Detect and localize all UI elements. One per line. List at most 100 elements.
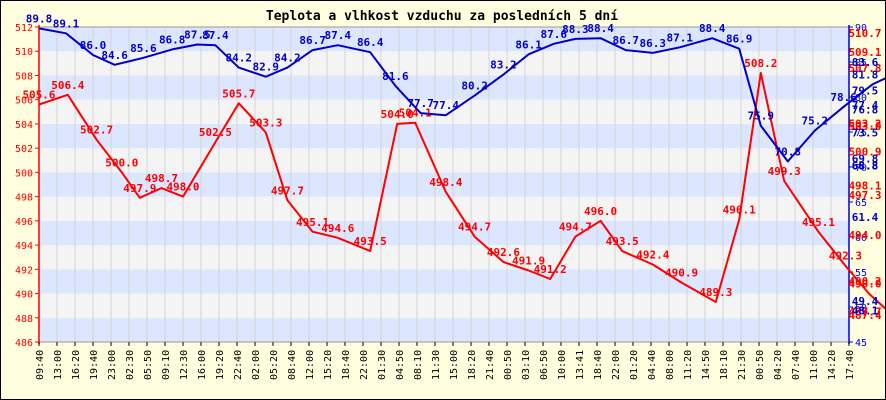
x-tick-label: 21:40	[485, 350, 496, 380]
data-label-right: 80.2	[461, 80, 488, 93]
x-tick-label: 09:40	[35, 350, 46, 380]
left-tick-label: 508	[15, 71, 33, 82]
x-tick-label: 01:20	[629, 350, 640, 380]
x-tick-label: 16:00	[197, 350, 208, 380]
x-tick-label: 00:50	[755, 350, 766, 380]
series-line-left	[38, 72, 885, 310]
grid-band	[39, 148, 849, 173]
data-label-left: 490.0	[848, 278, 881, 291]
data-label-right: 84.6	[101, 49, 128, 62]
data-label-left: 490.2	[848, 275, 881, 288]
data-label-left: 507.8	[848, 62, 881, 75]
x-tick-label: 18:10	[719, 350, 730, 380]
x-tick-label: 12:30	[179, 350, 190, 380]
x-tick-label: 13:41	[575, 350, 586, 380]
data-label-left: 497.3	[848, 189, 881, 202]
right-tick-label: 65	[855, 198, 867, 209]
data-label-right: 76.8	[852, 103, 879, 116]
data-label-left: 491.2	[534, 263, 567, 276]
data-label-right: 77.4	[433, 99, 460, 112]
data-label-left: 487.4	[848, 309, 881, 322]
data-label-left: 492.4	[636, 248, 669, 261]
data-label-right: 87.6	[541, 28, 568, 41]
data-label-left: 503.0	[848, 120, 881, 133]
x-tick-label: 00:50	[503, 350, 514, 380]
left-tick-label: 492	[15, 265, 33, 276]
data-label-left: 498.1	[848, 179, 881, 192]
x-tick-label: 16:20	[71, 350, 82, 380]
data-label-left: 487.7	[848, 305, 881, 318]
data-label-right: 78.6	[830, 91, 857, 104]
data-label-right: 81.8	[852, 68, 879, 81]
data-label-right: 68.8	[852, 159, 879, 172]
right-tick-label: 90	[855, 23, 867, 34]
left-tick-label: 506	[15, 96, 33, 107]
right-tick-label: 55	[855, 268, 867, 279]
data-label-left: 496.1	[723, 204, 756, 217]
data-label-left: 489.3	[699, 286, 732, 299]
data-label-left: 494.7	[458, 221, 491, 234]
data-label-left: 492.6	[487, 246, 520, 259]
data-label-left: 503.3	[249, 116, 282, 129]
data-label-right: 70.8	[775, 145, 802, 158]
x-tick-label: 11:00	[809, 350, 820, 380]
x-tick-label: 11:20	[683, 350, 694, 380]
left-tick-label: 502	[15, 144, 33, 155]
data-label-right: 68.8	[852, 159, 879, 172]
data-label-right: 88.4	[587, 22, 614, 35]
x-tick-label: 04:40	[647, 350, 658, 380]
data-label-right: 86.8	[159, 33, 186, 46]
data-label-left: 494.6	[321, 222, 354, 235]
data-label-left: 505.7	[222, 87, 255, 100]
x-tick-label: 19:40	[89, 350, 100, 380]
data-label-right: 85.6	[130, 42, 157, 55]
x-tick-label: 09:10	[161, 350, 172, 380]
data-label-right: 86.4	[357, 36, 384, 49]
grid-band	[39, 220, 849, 246]
data-label-right: 84.2	[226, 52, 253, 65]
right-tick-label: 80	[855, 93, 867, 104]
grid-band	[39, 99, 849, 124]
data-label-left: 498.4	[429, 176, 462, 189]
left-tick-label: 510	[15, 47, 33, 58]
data-label-left: 498.0	[166, 181, 199, 194]
data-label-left: 493.5	[606, 235, 639, 248]
data-label-left: 509.1	[848, 46, 881, 59]
left-tick-label: 486	[15, 338, 33, 349]
x-tick-label: 23:00	[107, 350, 118, 380]
data-label-right: 86.7	[299, 34, 326, 47]
x-tick-label: 01:30	[377, 350, 388, 380]
data-label-left: 492.3	[829, 250, 862, 263]
data-label-right: 81.6	[382, 70, 409, 83]
x-tick-label: 08:40	[287, 350, 298, 380]
data-label-left: 494.0	[848, 229, 881, 242]
data-label-left: 500.0	[105, 156, 138, 169]
right-tick-label: 45	[855, 338, 867, 349]
x-tick-label: 22:40	[233, 350, 244, 380]
data-label-right: 48.1	[852, 304, 879, 317]
data-label-left: 495.1	[296, 216, 329, 229]
data-label-left: 495.1	[802, 216, 835, 229]
data-label-right: 77.4	[852, 99, 879, 112]
data-label-right: 87.1	[667, 31, 694, 44]
data-label-left: 499.3	[768, 165, 801, 178]
data-label-right: 88.4	[699, 22, 726, 35]
x-tick-label: 22:00	[611, 350, 622, 380]
x-tick-label: 11:30	[431, 350, 442, 380]
data-label-right: 82.9	[253, 61, 280, 74]
right-tick-label: 50	[855, 303, 867, 314]
x-tick-label: 06:50	[539, 350, 550, 380]
right-tick-label: 70	[855, 163, 867, 174]
grid-band	[39, 269, 849, 294]
data-label-left: 510.7	[848, 27, 881, 40]
x-tick-label: 15:00	[449, 350, 460, 380]
grid-band	[39, 317, 849, 342]
grid-band	[39, 245, 849, 270]
data-label-right: 75.2	[802, 115, 829, 128]
x-tick-label: 02:30	[125, 350, 136, 380]
data-label-left: 491.9	[512, 255, 545, 268]
x-tick-label: 04:20	[773, 350, 784, 380]
grid-band	[39, 51, 849, 76]
right-tick-label: 60	[855, 233, 867, 244]
